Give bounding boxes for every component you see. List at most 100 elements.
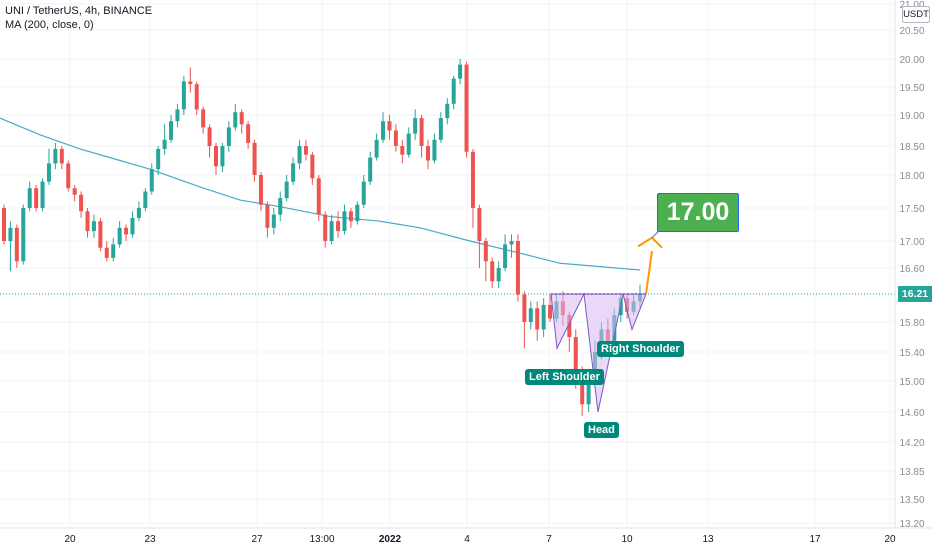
candle-body xyxy=(355,204,360,222)
candle-body xyxy=(220,146,225,167)
time-axis[interactable]: 20 23 27 13:00 2022 4 7 10 13 17 20 xyxy=(0,527,932,545)
price-tick-label: 18.50 xyxy=(899,142,924,153)
candle-body xyxy=(400,146,405,155)
candle-body xyxy=(53,148,58,164)
candle-body xyxy=(586,381,591,405)
candle-body xyxy=(580,373,585,405)
candle-body xyxy=(104,247,109,258)
candle-body xyxy=(445,103,450,119)
candle-body xyxy=(278,198,283,215)
candle-body xyxy=(85,211,90,232)
price-tick-label: 15.00 xyxy=(899,377,924,388)
price-tick-label: 13.50 xyxy=(899,495,924,506)
candle-body xyxy=(297,146,302,164)
candle-body xyxy=(303,146,308,155)
candle-body xyxy=(496,268,501,282)
price-tick-label: 16.60 xyxy=(899,264,924,275)
time-tick-label: 2022 xyxy=(379,534,402,545)
candle-body xyxy=(432,139,437,161)
time-tick-label: 4 xyxy=(464,534,470,545)
candle-body xyxy=(265,204,270,228)
price-tick-label: 19.00 xyxy=(899,111,924,122)
target-arrow-head xyxy=(637,236,663,249)
target-price-label: 17.00 xyxy=(657,193,739,232)
price-tick-label: 15.80 xyxy=(899,318,924,329)
candle-body xyxy=(336,221,341,232)
candle-body xyxy=(490,261,495,282)
chart-legend: UNI / TetherUS, 4h, BINANCE MA (200, clo… xyxy=(5,4,152,32)
price-tick-label: 15.40 xyxy=(899,348,924,359)
candle-body xyxy=(470,151,475,208)
time-tick-label: 7 xyxy=(546,534,552,545)
candle-body xyxy=(458,64,463,79)
candle-body xyxy=(548,304,553,319)
target-arrow-shaft xyxy=(645,250,653,295)
candle-body xyxy=(535,308,540,330)
candle-body xyxy=(387,121,392,131)
price-tick-label: 17.00 xyxy=(899,237,924,248)
candle-body xyxy=(8,227,13,241)
price-tick-label: 14.20 xyxy=(899,438,924,449)
candle-body xyxy=(348,211,353,222)
candle-body xyxy=(162,139,167,149)
time-tick-label: 27 xyxy=(251,534,263,545)
price-tick-label: 14.60 xyxy=(899,408,924,419)
candle-body xyxy=(541,304,546,330)
candle-body xyxy=(194,84,199,110)
candle-body xyxy=(522,294,527,322)
candle-body xyxy=(2,208,6,241)
candle-body xyxy=(361,181,366,205)
candle-body xyxy=(72,188,77,195)
currency-label[interactable]: USDT xyxy=(902,6,930,23)
candle-body xyxy=(316,178,321,215)
candle-body xyxy=(509,241,514,245)
time-tick-label: 20 xyxy=(884,534,896,545)
grid-lines xyxy=(0,0,895,528)
candle-body xyxy=(246,124,251,143)
ma-200-line xyxy=(0,117,641,271)
candle-body xyxy=(381,121,386,140)
indicator-label[interactable]: MA (200, close, 0) xyxy=(5,19,94,31)
left-shoulder-label: Left Shoulder xyxy=(525,369,604,385)
candle-body xyxy=(271,214,276,228)
candle-body xyxy=(329,221,334,241)
candle-body xyxy=(393,130,398,146)
candle-body xyxy=(310,154,315,179)
candle-body xyxy=(239,112,244,125)
candle-body xyxy=(124,227,129,235)
candle-body xyxy=(14,227,19,262)
time-tick-label: 20 xyxy=(64,534,76,545)
candle-body xyxy=(27,188,32,208)
candle-body xyxy=(226,127,231,146)
candle-body xyxy=(528,308,533,322)
candle-body xyxy=(21,208,26,262)
candle-body xyxy=(233,112,238,128)
symbol-title[interactable]: UNI / TetherUS, 4h, BINANCE xyxy=(5,5,153,17)
candle-body xyxy=(169,121,174,140)
ma-line xyxy=(0,117,641,271)
candle-body xyxy=(451,78,456,104)
time-tick-label: 13 xyxy=(702,534,714,545)
candle-body xyxy=(573,337,578,374)
candle-body xyxy=(438,118,443,140)
price-tick-label: 20.50 xyxy=(899,26,924,37)
candles xyxy=(2,59,642,416)
candle-body xyxy=(515,241,520,295)
candle-body xyxy=(149,169,154,192)
candle-body xyxy=(503,244,508,268)
candle-body xyxy=(483,241,488,262)
candle-body xyxy=(406,133,411,155)
candle-body xyxy=(66,163,71,189)
candle-body xyxy=(188,81,193,85)
candle-body xyxy=(214,146,218,167)
candle-body xyxy=(156,148,161,170)
price-axis[interactable]: 21.00 20.50 20.00 19.50 19.00 18.50 18.00 17.50… xyxy=(894,0,925,530)
right-shoulder-label: Right Shoulder xyxy=(597,341,684,357)
candle-body xyxy=(567,315,572,337)
candle-body xyxy=(111,244,116,258)
price-tick-label: 17.50 xyxy=(899,204,924,215)
candle-body xyxy=(368,157,373,182)
candle-body xyxy=(426,146,430,161)
candle-body xyxy=(181,81,186,110)
